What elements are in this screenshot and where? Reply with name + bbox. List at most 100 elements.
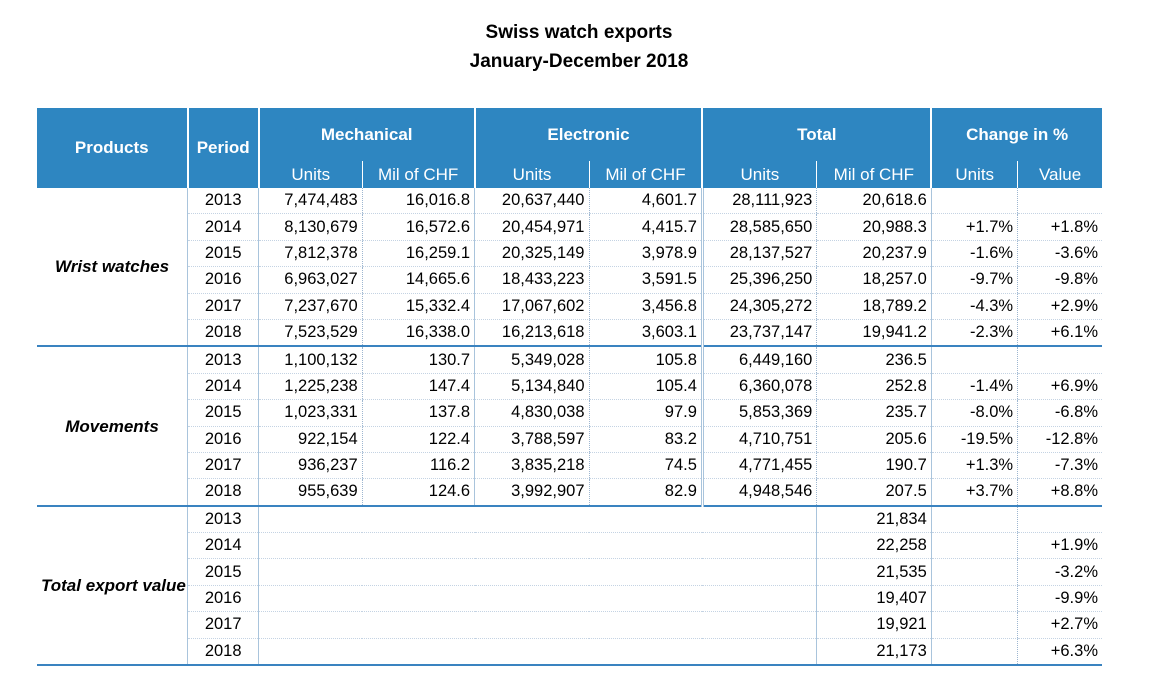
cell-elec-units: 3,992,907 bbox=[474, 478, 589, 507]
cell-tot-chf: 190.7 bbox=[816, 452, 932, 480]
cell-mech-units: 936,237 bbox=[258, 452, 363, 480]
cell-chg-value: -6.8% bbox=[1017, 399, 1102, 427]
cell-chg-value: +2.9% bbox=[1017, 293, 1102, 320]
cell-mech-chf: 16,016.8 bbox=[361, 188, 475, 215]
table-row: 2015 21,535 -3.2% bbox=[37, 558, 1102, 586]
header-elec-units: Units bbox=[473, 161, 589, 188]
cell-mech-units: 922,154 bbox=[258, 426, 363, 453]
table-row: 2017 19,921 +2.7% bbox=[37, 611, 1102, 639]
cell-tot-chf: 207.5 bbox=[816, 478, 932, 507]
exports-table: Products Period Mechanical Electronic To… bbox=[37, 108, 1102, 667]
header-chg-value: Value bbox=[1017, 161, 1102, 188]
report-title: Swiss watch exports January-December 201… bbox=[0, 18, 1158, 76]
cell-chg-value: -12.8% bbox=[1017, 426, 1102, 453]
cell-tot-chf: 20,237.9 bbox=[816, 240, 932, 268]
title-line-2: January-December 2018 bbox=[469, 51, 689, 72]
cell-chg-units bbox=[930, 346, 1018, 374]
cell-elec-units: 3,788,597 bbox=[474, 426, 589, 453]
cell-elec-units: 18,433,223 bbox=[474, 266, 589, 294]
cell-elec-chf: 82.9 bbox=[588, 478, 703, 507]
cell-elec-units: 3,835,218 bbox=[474, 452, 589, 480]
table-row: 2014 1,225,238 147.4 5,134,840 105.4 6,3… bbox=[37, 373, 1102, 401]
header-change: Change in % bbox=[930, 108, 1102, 161]
cell-chg-value: +6.9% bbox=[1017, 373, 1102, 401]
cell-chg-units: -9.7% bbox=[930, 266, 1018, 294]
cell-chg-value: -3.2% bbox=[1017, 558, 1102, 586]
cell-year: 2015 bbox=[187, 558, 260, 586]
cell-year: 2018 bbox=[187, 478, 260, 507]
cell-year: 2016 bbox=[187, 585, 260, 613]
cell-year: 2014 bbox=[187, 373, 260, 401]
cell-mech-chf: 137.8 bbox=[361, 399, 475, 427]
cell-elec-units: 20,454,971 bbox=[474, 213, 589, 241]
cell-chg-value bbox=[1017, 505, 1102, 534]
group-label-total-export: Total export value bbox=[37, 505, 188, 667]
cell-chg-units: -4.3% bbox=[930, 293, 1018, 320]
empty-cell bbox=[258, 505, 818, 534]
cell-elec-units: 5,134,840 bbox=[474, 373, 589, 401]
cell-tot-chf: 20,618.6 bbox=[816, 188, 932, 215]
cell-year: 2017 bbox=[187, 293, 260, 320]
cell-chg-value: +6.1% bbox=[1017, 319, 1102, 348]
cell-mech-units: 6,963,027 bbox=[258, 266, 363, 294]
cell-chg-units: -1.4% bbox=[930, 373, 1018, 401]
cell-chg-value: -9.9% bbox=[1017, 585, 1102, 613]
table-row: 2018 21,173 +6.3% bbox=[37, 638, 1102, 667]
header-total: Total bbox=[701, 108, 932, 161]
table-row: 2017 936,237 116.2 3,835,218 74.5 4,771,… bbox=[37, 452, 1102, 480]
cell-mech-chf: 14,665.6 bbox=[361, 266, 475, 294]
cell-mech-chf: 147.4 bbox=[361, 373, 475, 401]
cell-tot-units: 28,111,923 bbox=[700, 188, 817, 215]
cell-elec-units: 16,213,618 bbox=[474, 319, 589, 348]
table-row: 2015 7,812,378 16,259.1 20,325,149 3,978… bbox=[37, 240, 1102, 268]
cell-chg-value: +1.9% bbox=[1017, 532, 1102, 560]
header-mechanical: Mechanical bbox=[257, 108, 475, 161]
cell-tot-units: 6,449,160 bbox=[700, 346, 817, 374]
cell-mech-units: 8,130,679 bbox=[258, 213, 363, 241]
cell-year: 2013 bbox=[187, 505, 260, 534]
cell-tot-units: 5,853,369 bbox=[700, 399, 817, 427]
table-row: 2017 7,237,670 15,332.4 17,067,602 3,456… bbox=[37, 293, 1102, 320]
header-mech-chf: Mil of CHF bbox=[361, 161, 475, 188]
cell-chg-units: -19.5% bbox=[930, 426, 1018, 453]
table-row: 2018 7,523,529 16,338.0 16,213,618 3,603… bbox=[37, 319, 1102, 348]
cell-year: 2016 bbox=[187, 426, 260, 453]
header-tot-units: Units bbox=[701, 161, 817, 188]
table-row: Movements 2013 1,100,132 130.7 5,349,028… bbox=[37, 346, 1102, 507]
cell-chg-units bbox=[930, 638, 1018, 667]
table-row: 2016 6,963,027 14,665.6 18,433,223 3,591… bbox=[37, 266, 1102, 294]
table-row: 2018 955,639 124.6 3,992,907 82.9 4,948,… bbox=[37, 478, 1102, 507]
cell-elec-units: 4,830,038 bbox=[474, 399, 589, 427]
cell-tot-units: 6,360,078 bbox=[700, 373, 817, 401]
cell-chg-units: +3.7% bbox=[930, 478, 1018, 507]
cell-tot-chf: 19,941.2 bbox=[816, 319, 932, 348]
header-elec-chf: Mil of CHF bbox=[588, 161, 703, 188]
cell-year: 2013 bbox=[187, 346, 260, 374]
cell-elec-chf: 3,591.5 bbox=[588, 266, 703, 294]
cell-chg-units bbox=[930, 585, 1018, 613]
cell-chg-units: +1.7% bbox=[930, 213, 1018, 241]
cell-elec-units: 17,067,602 bbox=[474, 293, 589, 320]
cell-mech-units: 1,023,331 bbox=[258, 399, 363, 427]
cell-tot-chf: 235.7 bbox=[816, 399, 932, 427]
empty-cell bbox=[258, 585, 818, 613]
cell-chg-units: -1.6% bbox=[930, 240, 1018, 268]
cell-elec-chf: 3,456.8 bbox=[588, 293, 703, 320]
cell-year: 2015 bbox=[187, 399, 260, 427]
cell-elec-chf: 97.9 bbox=[588, 399, 703, 427]
cell-year: 2018 bbox=[187, 638, 260, 667]
cell-year: 2013 bbox=[187, 188, 260, 215]
cell-chg-units bbox=[930, 188, 1018, 215]
cell-tot-units: 25,396,250 bbox=[700, 266, 817, 294]
cell-chg-value: +6.3% bbox=[1017, 638, 1102, 667]
cell-mech-chf: 15,332.4 bbox=[361, 293, 475, 320]
cell-chg-value: +8.8% bbox=[1017, 478, 1102, 507]
cell-chg-value bbox=[1017, 188, 1102, 215]
cell-elec-units: 5,349,028 bbox=[474, 346, 589, 374]
table-row: 2016 922,154 122.4 3,788,597 83.2 4,710,… bbox=[37, 426, 1102, 453]
cell-chg-units bbox=[930, 558, 1018, 586]
cell-mech-units: 7,474,483 bbox=[258, 188, 363, 215]
cell-chg-units bbox=[930, 532, 1018, 560]
cell-elec-chf: 4,601.7 bbox=[588, 188, 703, 215]
cell-chg-value: -3.6% bbox=[1017, 240, 1102, 268]
